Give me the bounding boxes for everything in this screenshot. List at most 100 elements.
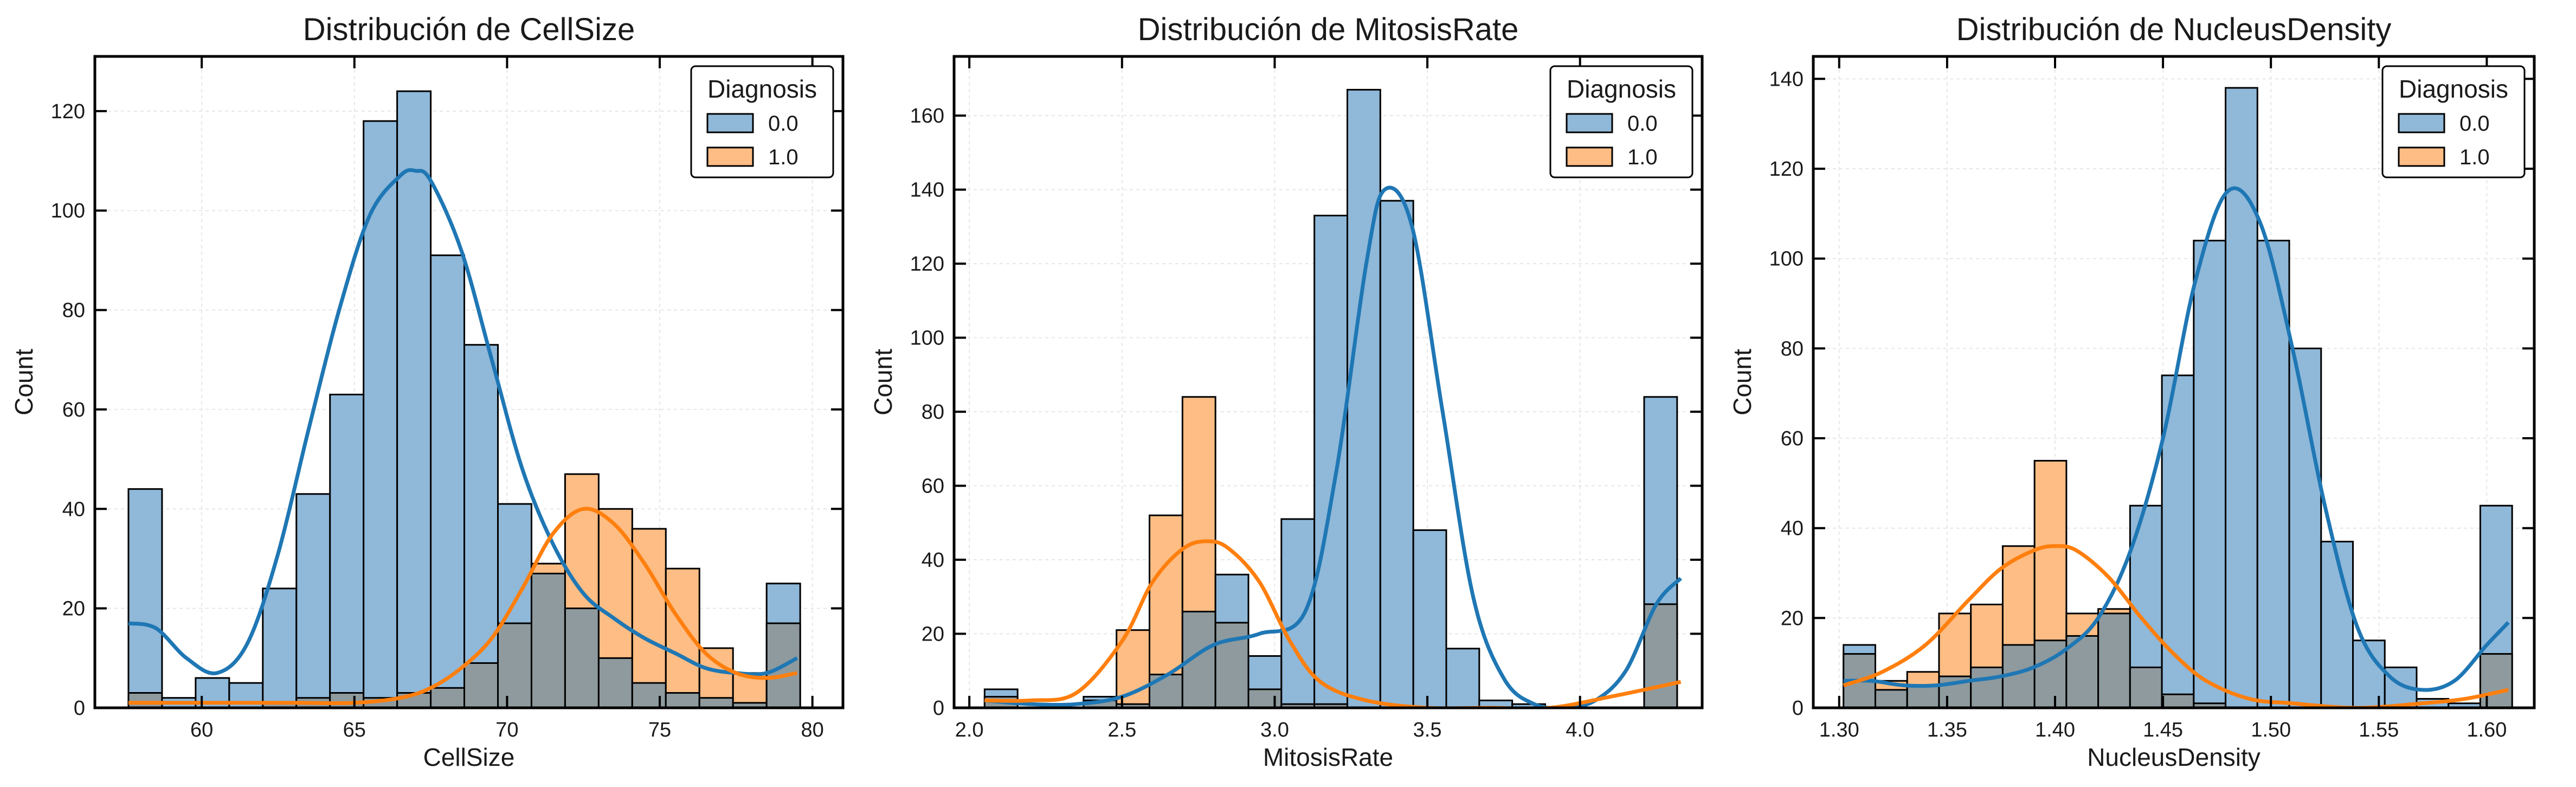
x-tick-label: 1.60 (2466, 719, 2507, 741)
y-tick-label: 80 (922, 401, 944, 424)
y-tick-label: 80 (62, 299, 85, 322)
y-tick-label: 40 (62, 498, 85, 521)
legend-label-diagnosis-0: 0.0 (768, 112, 798, 136)
x-tick-label: 1.30 (1819, 719, 1859, 741)
chart-panel-2: 2.0 2.5 3.0 3.5 4.0 0 20 40 60 80 100 120 140 160 Dist… (869, 12, 1704, 771)
y-tick-label: 0 (74, 697, 85, 720)
x-axis-label: MitosisRate (1263, 743, 1393, 771)
x-tick-label: 4.0 (1566, 719, 1594, 741)
legend-title: Diagnosis (1567, 75, 1676, 103)
bar-diagnosis-0 (1280, 518, 1316, 708)
x-axis-label: NucleusDensity (2087, 743, 2261, 771)
bar-overlap (2161, 693, 2195, 708)
y-tick-label: 60 (922, 475, 944, 498)
x-tick-label: 80 (801, 719, 824, 741)
chart-title: Distribución de NucleusDensity (1956, 12, 2392, 47)
legend-label-diagnosis-0: 0.0 (1627, 112, 1658, 136)
axes-frame (1812, 55, 2536, 709)
bar-diagnosis-0 (262, 587, 298, 708)
x-tick-label: 60 (190, 719, 213, 741)
legend: Diagnosis 0.0 1.0 (1549, 65, 1693, 178)
bar-overlap (698, 697, 734, 708)
bar-overlap (430, 687, 466, 708)
kde-line-diagnosis-1 (128, 507, 798, 706)
x-tick-label: 75 (648, 719, 671, 741)
bar-overlap (1148, 674, 1183, 708)
bar-overlap (329, 692, 365, 708)
legend-swatch-diagnosis-1 (2398, 146, 2445, 167)
bar-overlap (2097, 612, 2131, 708)
y-tick-label: 60 (62, 399, 85, 421)
bar-diagnosis-0 (329, 393, 365, 708)
x-tick-label: 1.45 (2143, 719, 2183, 741)
bar-overlap (2479, 653, 2513, 708)
legend-label-diagnosis-1: 1.0 (1627, 145, 1658, 169)
bar-overlap (665, 692, 700, 708)
bar-overlap (1643, 603, 1678, 708)
x-tick-label: 70 (495, 719, 518, 741)
y-tick-label: 120 (1769, 158, 1804, 181)
y-axis-label: Count (10, 349, 38, 415)
axes-frame (952, 55, 1704, 709)
y-tick-label: 120 (910, 253, 944, 276)
kde-line-diagnosis-0 (984, 185, 1683, 708)
x-tick-label: 1.35 (1927, 719, 1967, 741)
y-tick-label: 160 (910, 105, 944, 127)
y-tick-label: 20 (922, 623, 944, 646)
chart-title: Distribución de CellSize (303, 12, 635, 47)
y-tick-label: 100 (910, 327, 944, 350)
bar-diagnosis-0 (1346, 88, 1381, 708)
y-tick-label: 100 (51, 200, 85, 222)
legend-swatch-diagnosis-0 (706, 113, 754, 133)
histogram-bars (1843, 87, 2513, 708)
histogram-bars (983, 88, 1678, 708)
bar-overlap (1906, 684, 1940, 708)
x-tick-label: 1.40 (2035, 719, 2075, 741)
legend-label-diagnosis-0: 0.0 (2459, 112, 2490, 136)
bar-diagnosis-0 (1412, 529, 1447, 708)
legend-swatch-diagnosis-1 (706, 146, 754, 167)
kde-line-diagnosis-1 (984, 539, 1682, 708)
y-tick-label: 40 (922, 549, 944, 572)
x-axis-label: CellSize (423, 743, 515, 771)
bar-overlap (1214, 622, 1250, 708)
bar-diagnosis-0 (396, 90, 432, 708)
bar-overlap (2129, 666, 2163, 708)
bar-diagnosis-0 (1445, 648, 1480, 708)
bar-overlap (1247, 688, 1283, 708)
bar-diagnosis-0 (1379, 200, 1414, 708)
bar-diagnosis-0 (363, 120, 398, 708)
legend: Diagnosis 0.0 1.0 (690, 65, 834, 178)
bar-diagnosis-0 (1313, 214, 1348, 708)
y-axis-label: Count (869, 349, 897, 415)
legend-swatch-diagnosis-1 (1566, 146, 1613, 167)
legend-title: Diagnosis (2399, 75, 2508, 103)
y-tick-label: 120 (51, 100, 85, 123)
bar-overlap (127, 692, 163, 708)
bar-overlap (564, 607, 600, 708)
x-tick-label: 2.5 (1107, 719, 1136, 741)
x-tick-label: 3.0 (1260, 719, 1289, 741)
x-tick-label: 3.5 (1413, 719, 1442, 741)
axes-frame (93, 55, 845, 709)
bar-overlap (597, 657, 633, 708)
legend-label-diagnosis-1: 1.0 (2459, 145, 2490, 169)
bar-diagnosis-0 (2288, 347, 2322, 708)
histogram-bars (127, 90, 801, 708)
legend-title: Diagnosis (707, 75, 817, 103)
legend-label-diagnosis-1: 1.0 (768, 145, 798, 169)
bar-diagnosis-0 (295, 493, 331, 708)
bar-diagnosis-0 (127, 488, 163, 708)
legend: Diagnosis 0.0 1.0 (2381, 65, 2526, 178)
y-axis-label: Count (1728, 349, 1756, 415)
x-tick-label: 1.55 (2359, 719, 2399, 741)
bar-diagnosis-0 (2193, 240, 2227, 708)
chart-title: Distribución de MitosisRate (1138, 12, 1519, 47)
bar-overlap (1970, 666, 2004, 708)
bar-overlap (497, 622, 532, 708)
bar-diagnosis-0 (463, 344, 499, 708)
bar-overlap (530, 572, 566, 708)
y-tick-label: 80 (1781, 337, 1804, 360)
x-tick-label: 2.0 (955, 719, 984, 741)
